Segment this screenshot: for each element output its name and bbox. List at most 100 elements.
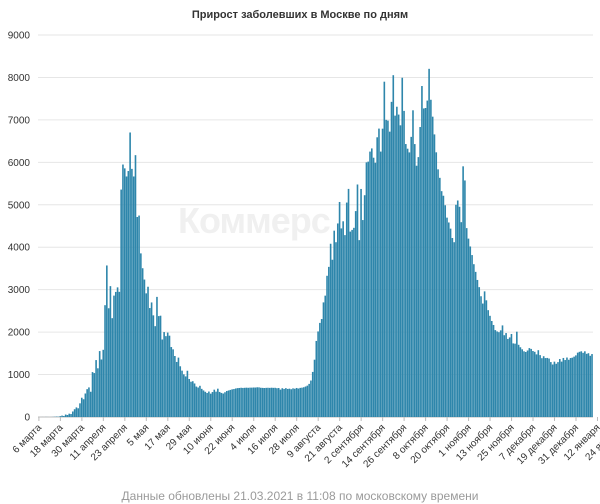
bar bbox=[503, 335, 506, 417]
bar bbox=[200, 388, 203, 417]
bar bbox=[428, 68, 430, 417]
bar bbox=[125, 176, 128, 417]
bar bbox=[70, 414, 72, 417]
bar bbox=[440, 191, 443, 417]
bar bbox=[437, 169, 439, 417]
data-updated-note: Данные обновлены 21.03.2021 в 11:08 по м… bbox=[121, 489, 479, 503]
bar bbox=[218, 391, 221, 417]
bar bbox=[68, 413, 71, 417]
bar bbox=[111, 318, 114, 417]
bar bbox=[152, 315, 155, 417]
bar bbox=[379, 151, 382, 417]
bar bbox=[134, 155, 137, 417]
bar bbox=[161, 339, 164, 417]
bar bbox=[421, 86, 423, 418]
bar bbox=[270, 387, 273, 417]
bar bbox=[505, 333, 507, 417]
bar bbox=[91, 372, 94, 417]
y-tick-label: 3000 bbox=[8, 285, 31, 296]
bar bbox=[251, 387, 253, 417]
bar bbox=[345, 202, 348, 417]
bar bbox=[224, 392, 226, 417]
bar bbox=[217, 388, 219, 417]
bar bbox=[430, 99, 432, 418]
bar bbox=[533, 351, 536, 417]
bar bbox=[385, 119, 387, 417]
bar bbox=[523, 351, 525, 417]
bar bbox=[163, 332, 165, 417]
bar bbox=[190, 381, 192, 417]
bar bbox=[406, 148, 409, 417]
bar bbox=[431, 116, 434, 417]
bar bbox=[582, 352, 584, 417]
bar bbox=[302, 387, 305, 417]
bar bbox=[73, 409, 76, 417]
bar bbox=[174, 356, 176, 417]
bar bbox=[208, 391, 210, 417]
bar bbox=[277, 388, 280, 417]
bar bbox=[313, 359, 316, 417]
bar bbox=[63, 415, 65, 417]
bar bbox=[576, 352, 579, 417]
bar bbox=[532, 351, 534, 417]
bar bbox=[455, 204, 457, 417]
y-tick-label: 5000 bbox=[8, 200, 31, 211]
bar bbox=[285, 388, 287, 417]
bar bbox=[306, 385, 309, 417]
bar bbox=[109, 286, 112, 417]
bar bbox=[61, 415, 63, 417]
bar bbox=[358, 240, 361, 417]
bar bbox=[569, 358, 572, 417]
bar bbox=[524, 351, 527, 417]
bar bbox=[376, 137, 378, 418]
bar bbox=[260, 387, 262, 417]
bar bbox=[367, 161, 370, 417]
watermark-logo: Коммерс bbox=[178, 200, 331, 241]
bar bbox=[272, 387, 275, 417]
bar bbox=[410, 136, 412, 417]
bar bbox=[530, 348, 532, 417]
bar bbox=[467, 238, 470, 417]
bar bbox=[458, 206, 461, 417]
bar bbox=[447, 222, 450, 417]
bar bbox=[453, 242, 455, 417]
bar bbox=[417, 157, 420, 418]
bar bbox=[220, 392, 223, 417]
bar bbox=[274, 387, 276, 417]
bar bbox=[131, 168, 133, 417]
bar bbox=[413, 144, 416, 417]
bar bbox=[333, 230, 336, 417]
bar bbox=[369, 151, 371, 417]
bar bbox=[544, 358, 547, 417]
bar bbox=[508, 337, 511, 417]
bar bbox=[233, 389, 235, 417]
bar bbox=[127, 171, 130, 417]
bar bbox=[451, 238, 454, 417]
bar bbox=[573, 356, 575, 417]
bar bbox=[381, 128, 384, 418]
bar bbox=[304, 386, 307, 417]
bar bbox=[514, 343, 516, 417]
bar bbox=[575, 355, 577, 417]
bar bbox=[80, 397, 83, 417]
bar bbox=[499, 330, 502, 417]
bar bbox=[140, 253, 142, 417]
bar bbox=[412, 110, 414, 418]
bar bbox=[283, 388, 285, 417]
bar bbox=[390, 101, 393, 417]
bar bbox=[177, 357, 180, 417]
bar bbox=[340, 228, 343, 417]
bar bbox=[186, 370, 189, 417]
bar bbox=[328, 266, 330, 417]
bar bbox=[435, 152, 438, 417]
bar bbox=[261, 387, 264, 417]
bar bbox=[426, 100, 429, 417]
bar bbox=[535, 354, 538, 417]
bar bbox=[310, 380, 312, 417]
bar bbox=[238, 387, 241, 417]
bar bbox=[191, 381, 194, 417]
bar bbox=[132, 176, 135, 417]
bar bbox=[521, 349, 523, 417]
bar bbox=[59, 416, 62, 417]
bar bbox=[72, 411, 74, 417]
